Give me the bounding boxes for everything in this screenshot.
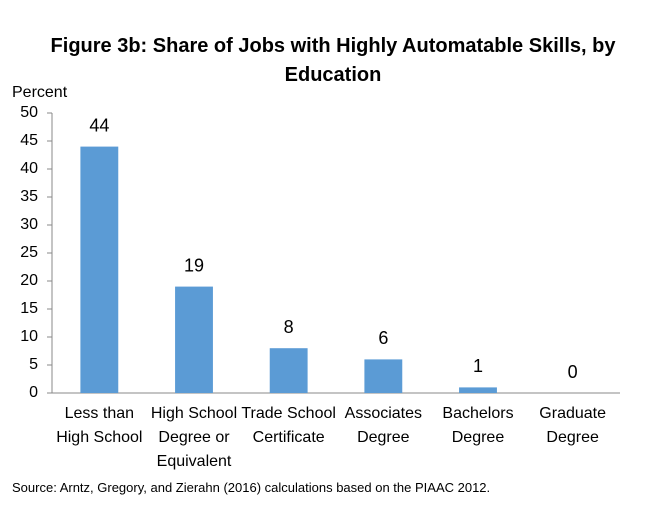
chart-title: Figure 3b: Share of Jobs with Highly Aut…	[50, 35, 616, 86]
bar	[80, 146, 119, 393]
bar	[175, 286, 213, 393]
value-label: 0	[568, 362, 578, 382]
x-tick-label: Less than High School	[56, 405, 143, 446]
y-tick-label: 25	[20, 244, 38, 261]
x-tick-label: Graduate Degree	[539, 405, 607, 446]
y-tick-label: 30	[20, 216, 38, 233]
bar	[459, 387, 497, 393]
y-tick-label: 50	[20, 104, 38, 121]
y-tick-label: 15	[20, 300, 38, 317]
x-tick-label: Trade School Certificate	[241, 405, 336, 446]
value-label: 19	[184, 255, 204, 275]
y-tick-label: 40	[20, 160, 38, 177]
x-tick-label: Associates Degree	[344, 405, 423, 446]
y-tick-label: 20	[20, 272, 38, 289]
x-tick-label: Bachelors Degree	[442, 405, 514, 446]
y-axis-label: Percent	[12, 84, 68, 101]
bar	[364, 359, 403, 393]
y-tick-label: 10	[20, 328, 38, 345]
source-note: Source: Arntz, Gregory, and Zierahn (201…	[12, 480, 491, 495]
value-label: 44	[89, 115, 109, 135]
y-tick-label: 5	[29, 356, 38, 373]
value-label: 8	[284, 317, 294, 337]
value-label: 6	[378, 328, 388, 348]
y-tick-label: 35	[20, 188, 38, 205]
x-tick-label: High School Degree or Equivalent	[150, 405, 238, 470]
y-tick-label: 0	[29, 384, 38, 401]
bar	[269, 348, 308, 393]
value-label: 1	[473, 356, 483, 376]
y-tick-label: 45	[20, 132, 38, 149]
